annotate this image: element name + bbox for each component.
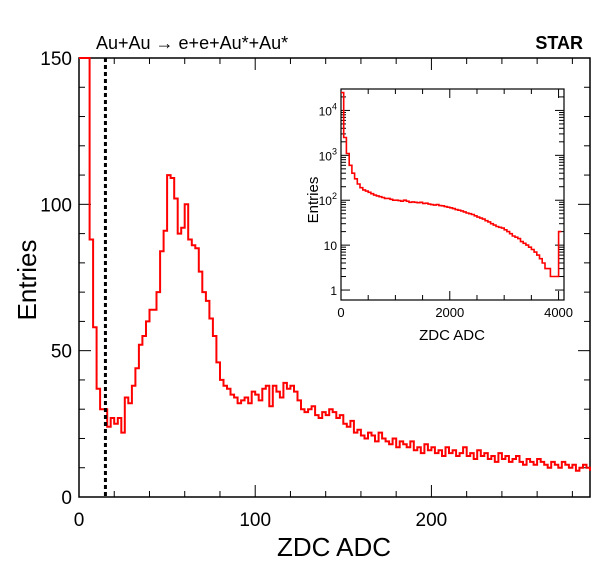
main-plot-frame bbox=[78, 57, 591, 498]
main-x-axis-label: ZDC ADC bbox=[277, 532, 391, 562]
inset-x-tick-label: 2000 bbox=[435, 305, 464, 320]
main-y-axis-label: Entries bbox=[12, 240, 42, 321]
main-axis-ticks bbox=[78, 57, 590, 498]
y-tick-label: 150 bbox=[40, 49, 72, 70]
inset-y-tick-label: 104 bbox=[319, 101, 337, 118]
y-tick-label: 0 bbox=[61, 488, 72, 509]
inset-x-tick-label: 0 bbox=[337, 305, 344, 320]
x-tick-label: 100 bbox=[239, 510, 271, 531]
figure-title: Au+Au → e+e+Au*+Au* bbox=[96, 33, 288, 53]
star-label: STAR bbox=[535, 33, 583, 53]
x-tick-label: 200 bbox=[416, 510, 448, 531]
inset-x-tick-label: 4000 bbox=[544, 305, 573, 320]
x-tick-label: 0 bbox=[74, 510, 85, 531]
inset-plot-frame bbox=[340, 88, 565, 301]
inset-axis-ticks bbox=[340, 88, 564, 300]
y-tick-label: 100 bbox=[40, 195, 72, 216]
inset-y-axis-label: Entries bbox=[305, 177, 322, 224]
inset-x-axis-label: ZDC ADC bbox=[419, 327, 485, 344]
y-tick-label: 50 bbox=[51, 342, 72, 363]
inset-tick-labels: 0 2000 4000 1 10 102 103 104 bbox=[319, 101, 573, 320]
inset-y-tick-label: 10 bbox=[324, 239, 338, 253]
inset-y-tick-label: 103 bbox=[319, 146, 337, 163]
inset-y-tick-label: 102 bbox=[319, 191, 337, 208]
inset-histogram-line bbox=[341, 91, 562, 278]
main-histogram-line bbox=[79, 57, 591, 472]
inset-y-tick-label: 1 bbox=[330, 284, 337, 298]
